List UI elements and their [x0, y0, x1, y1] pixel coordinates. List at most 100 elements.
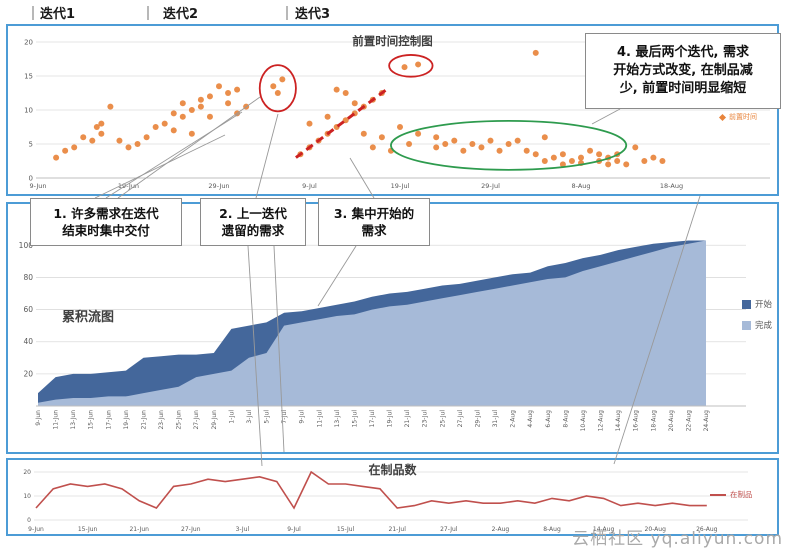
- svg-text:9-Jul: 9-Jul: [302, 182, 317, 190]
- svg-text:15-Jul: 15-Jul: [337, 526, 355, 533]
- svg-text:22-Aug: 22-Aug: [685, 410, 692, 432]
- svg-text:20-Aug: 20-Aug: [668, 410, 675, 432]
- lead-time-legend-marker-icon: [718, 113, 727, 121]
- svg-text:29-Jun: 29-Jun: [208, 182, 229, 190]
- svg-text:10: 10: [24, 107, 33, 115]
- svg-text:21-Jul: 21-Jul: [389, 526, 407, 533]
- svg-text:20-Aug: 20-Aug: [645, 526, 667, 533]
- svg-text:26-Aug: 26-Aug: [696, 526, 718, 533]
- svg-text:14-Aug: 14-Aug: [615, 410, 622, 432]
- svg-text:20: 20: [23, 369, 33, 378]
- wip-chart-title: 在制品数: [368, 463, 417, 477]
- svg-text:27-Jul: 27-Jul: [457, 410, 464, 428]
- svg-text:15-Jun: 15-Jun: [88, 410, 95, 430]
- wip-line-chart: 0 10 20 9-Jun 15-Jun 21-Jun 27-Jun 3-Jul 9-Jul 15…: [23, 469, 748, 533]
- svg-text:27-Jul: 27-Jul: [440, 526, 458, 533]
- wip-legend-line-icon: [710, 493, 726, 496]
- svg-text:8-Aug: 8-Aug: [562, 410, 569, 428]
- lead-time-chart-title: 前置时间控制图: [352, 34, 433, 48]
- svg-text:19-Jun: 19-Jun: [123, 410, 130, 430]
- completed-swatch-icon: [742, 320, 751, 330]
- watermark: 云栖社区 yq.aliyun.com: [572, 529, 783, 549]
- svg-text:13-Jul: 13-Jul: [334, 410, 341, 428]
- svg-text:2-Aug: 2-Aug: [492, 526, 510, 533]
- svg-text:13-Jun: 13-Jun: [70, 410, 77, 430]
- lead-time-legend-label: 前置时间: [729, 113, 757, 121]
- cfd-legend-started-label: 开始: [755, 300, 773, 310]
- svg-text:20: 20: [24, 39, 33, 47]
- svg-text:3-Jul: 3-Jul: [236, 526, 250, 533]
- svg-text:10-Aug: 10-Aug: [580, 410, 587, 432]
- callout-last-two-iterations: 4. 最后两个迭代, 需求 开始方式改变, 在制品减 少, 前置时间明显缩短: [585, 33, 781, 109]
- callout-batch-delivery: 1. 许多需求在迭代 结束时集中交付: [30, 198, 182, 246]
- cfd-legend-started-row: 开始: [742, 298, 772, 310]
- started-swatch-icon: [742, 299, 751, 309]
- svg-text:16-Aug: 16-Aug: [633, 410, 640, 432]
- svg-text:9-Jul: 9-Jul: [299, 410, 306, 424]
- svg-text:8-Aug: 8-Aug: [543, 526, 561, 533]
- svg-text:5: 5: [29, 141, 33, 149]
- svg-text:15-Jul: 15-Jul: [351, 410, 358, 428]
- svg-text:4-Aug: 4-Aug: [527, 410, 534, 428]
- svg-text:17-Jul: 17-Jul: [369, 410, 376, 428]
- svg-text:2-Aug: 2-Aug: [510, 410, 517, 428]
- svg-text:21-Jun: 21-Jun: [129, 526, 149, 533]
- svg-text:0: 0: [27, 517, 31, 524]
- svg-text:18-Aug: 18-Aug: [660, 182, 683, 190]
- svg-text:15: 15: [24, 73, 33, 81]
- svg-text:1-Jul: 1-Jul: [228, 410, 235, 424]
- iteration-2-label: 迭代2: [163, 7, 199, 22]
- svg-text:5-Jul: 5-Jul: [264, 410, 271, 424]
- svg-text:8-Aug: 8-Aug: [571, 182, 590, 190]
- svg-text:3-Jul: 3-Jul: [246, 410, 253, 424]
- iteration-1-label: 迭代1: [40, 7, 76, 22]
- svg-text:12-Aug: 12-Aug: [598, 410, 605, 432]
- svg-text:29-Jul: 29-Jul: [474, 410, 481, 428]
- svg-text:29-Jun: 29-Jun: [211, 410, 218, 430]
- wip-chart-panel: 0 10 20 9-Jun 15-Jun 21-Jun 27-Jun 3-Jul 9-Jul 15…: [6, 458, 779, 536]
- svg-text:9-Jun: 9-Jun: [30, 182, 47, 190]
- svg-text:29-Jul: 29-Jul: [481, 182, 500, 190]
- cfd-legend: 开始 完成: [742, 298, 772, 331]
- svg-text:31-Jul: 31-Jul: [492, 410, 499, 428]
- svg-text:23-Jul: 23-Jul: [422, 410, 429, 428]
- svg-text:27-Jun: 27-Jun: [181, 526, 201, 533]
- wip-legend-label: 在制品: [730, 490, 753, 499]
- svg-text:21-Jul: 21-Jul: [404, 410, 411, 428]
- svg-text:23-Jun: 23-Jun: [158, 410, 165, 430]
- svg-text:11-Jul: 11-Jul: [316, 410, 323, 428]
- svg-text:18-Aug: 18-Aug: [650, 410, 657, 432]
- svg-text:9-Jul: 9-Jul: [287, 526, 301, 533]
- svg-text:6-Aug: 6-Aug: [545, 410, 552, 428]
- svg-text:7-Jul: 7-Jul: [281, 410, 288, 424]
- svg-text:17-Jun: 17-Jun: [105, 410, 112, 430]
- cfd-legend-completed-label: 完成: [755, 321, 773, 331]
- svg-text:100: 100: [19, 241, 34, 250]
- callout-batch-start: 3. 集中开始的 需求: [318, 198, 430, 246]
- svg-text:0: 0: [29, 175, 33, 183]
- svg-text:60: 60: [23, 305, 33, 314]
- svg-text:27-Jun: 27-Jun: [193, 410, 200, 430]
- svg-text:21-Jun: 21-Jun: [140, 410, 147, 430]
- svg-text:11-Jun: 11-Jun: [53, 410, 60, 430]
- svg-text:19-Jun: 19-Jun: [118, 182, 139, 190]
- svg-text:25-Jul: 25-Jul: [439, 410, 446, 428]
- svg-text:20: 20: [23, 469, 31, 476]
- lead-time-legend: 前置时间: [718, 112, 757, 122]
- svg-text:10: 10: [23, 493, 31, 500]
- svg-text:19-Jul: 19-Jul: [387, 410, 394, 428]
- svg-text:15-Jun: 15-Jun: [78, 526, 98, 533]
- svg-text:9-Jun: 9-Jun: [35, 410, 42, 426]
- iteration-3-label: 迭代3: [295, 7, 331, 22]
- svg-text:9-Jun: 9-Jun: [28, 526, 44, 533]
- svg-text:40: 40: [23, 337, 33, 346]
- svg-text:24-Aug: 24-Aug: [703, 410, 710, 432]
- cfd-legend-completed-row: 完成: [742, 319, 772, 331]
- svg-text:19-Jul: 19-Jul: [391, 182, 410, 190]
- svg-text:80: 80: [23, 273, 33, 282]
- callout-leftover-requirements: 2. 上一迭代 遗留的需求: [200, 198, 306, 246]
- svg-text:25-Jun: 25-Jun: [176, 410, 183, 430]
- svg-text:14-Aug: 14-Aug: [593, 526, 615, 533]
- wip-legend: 在制品: [710, 489, 753, 500]
- cumulative-flow-chart-title: 累积流图: [62, 310, 115, 325]
